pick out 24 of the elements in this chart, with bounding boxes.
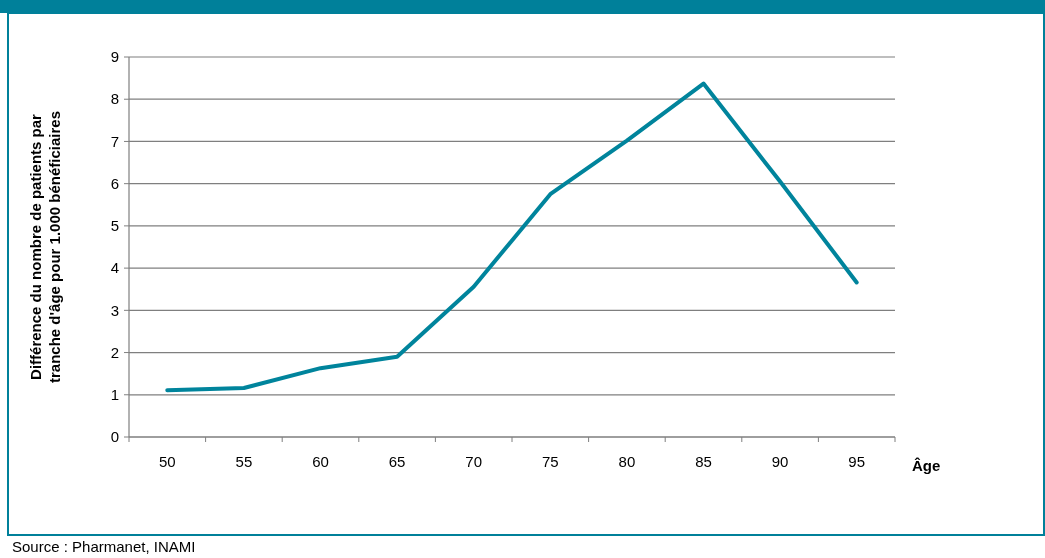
x-tick-label: 55 <box>235 453 253 470</box>
y-tick-label: 7 <box>110 132 119 150</box>
x-tick-label: 50 <box>158 453 176 470</box>
y-tick-label: 9 <box>110 48 119 66</box>
x-tick-label: 60 <box>312 453 329 470</box>
x-tick-label: 75 <box>541 453 559 470</box>
source-note: Source : Pharmanet, INAMI <box>12 538 196 555</box>
x-tick-label: 95 <box>848 453 866 470</box>
y-tick-label: 8 <box>110 90 119 108</box>
x-axis-title: Âge <box>912 457 941 474</box>
y-tick-label: 3 <box>110 301 119 319</box>
x-tick-label: 85 <box>695 453 712 470</box>
x-tick-label: 90 <box>771 453 789 470</box>
y-tick-label: 0 <box>110 428 119 446</box>
y-tick-label: 6 <box>110 174 119 192</box>
x-tick-label: 80 <box>618 453 636 470</box>
x-tick-label: 70 <box>465 453 483 470</box>
y-tick-label: 2 <box>110 343 119 361</box>
y-axis-title: Différence du nombre de patients par tranche d'âge pour 1.000 bénéficiaires <box>27 110 63 384</box>
x-tick-label: 65 <box>388 453 406 470</box>
y-tick-label: 1 <box>110 386 119 404</box>
y-tick-label: 4 <box>110 259 119 277</box>
line-series <box>165 81 859 393</box>
y-tick-label: 5 <box>110 217 119 235</box>
